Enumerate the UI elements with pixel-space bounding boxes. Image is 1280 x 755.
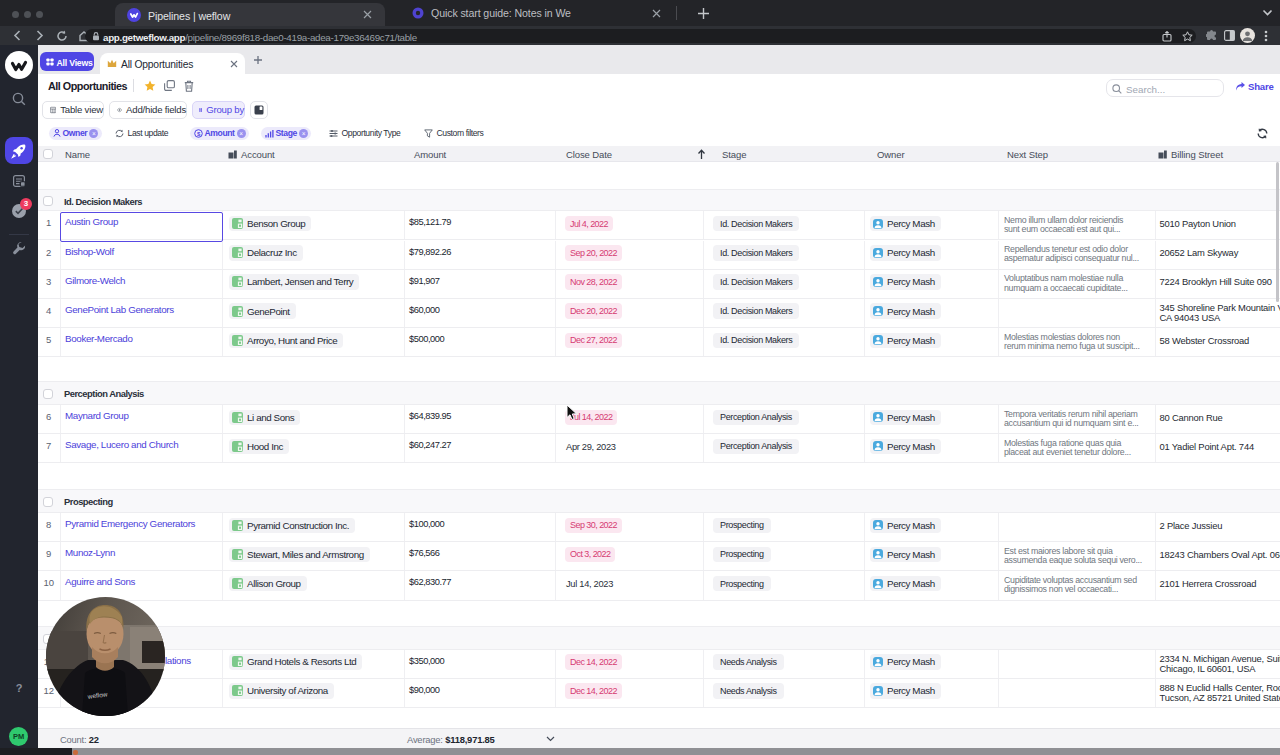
svg-text:$: $ xyxy=(197,130,201,136)
